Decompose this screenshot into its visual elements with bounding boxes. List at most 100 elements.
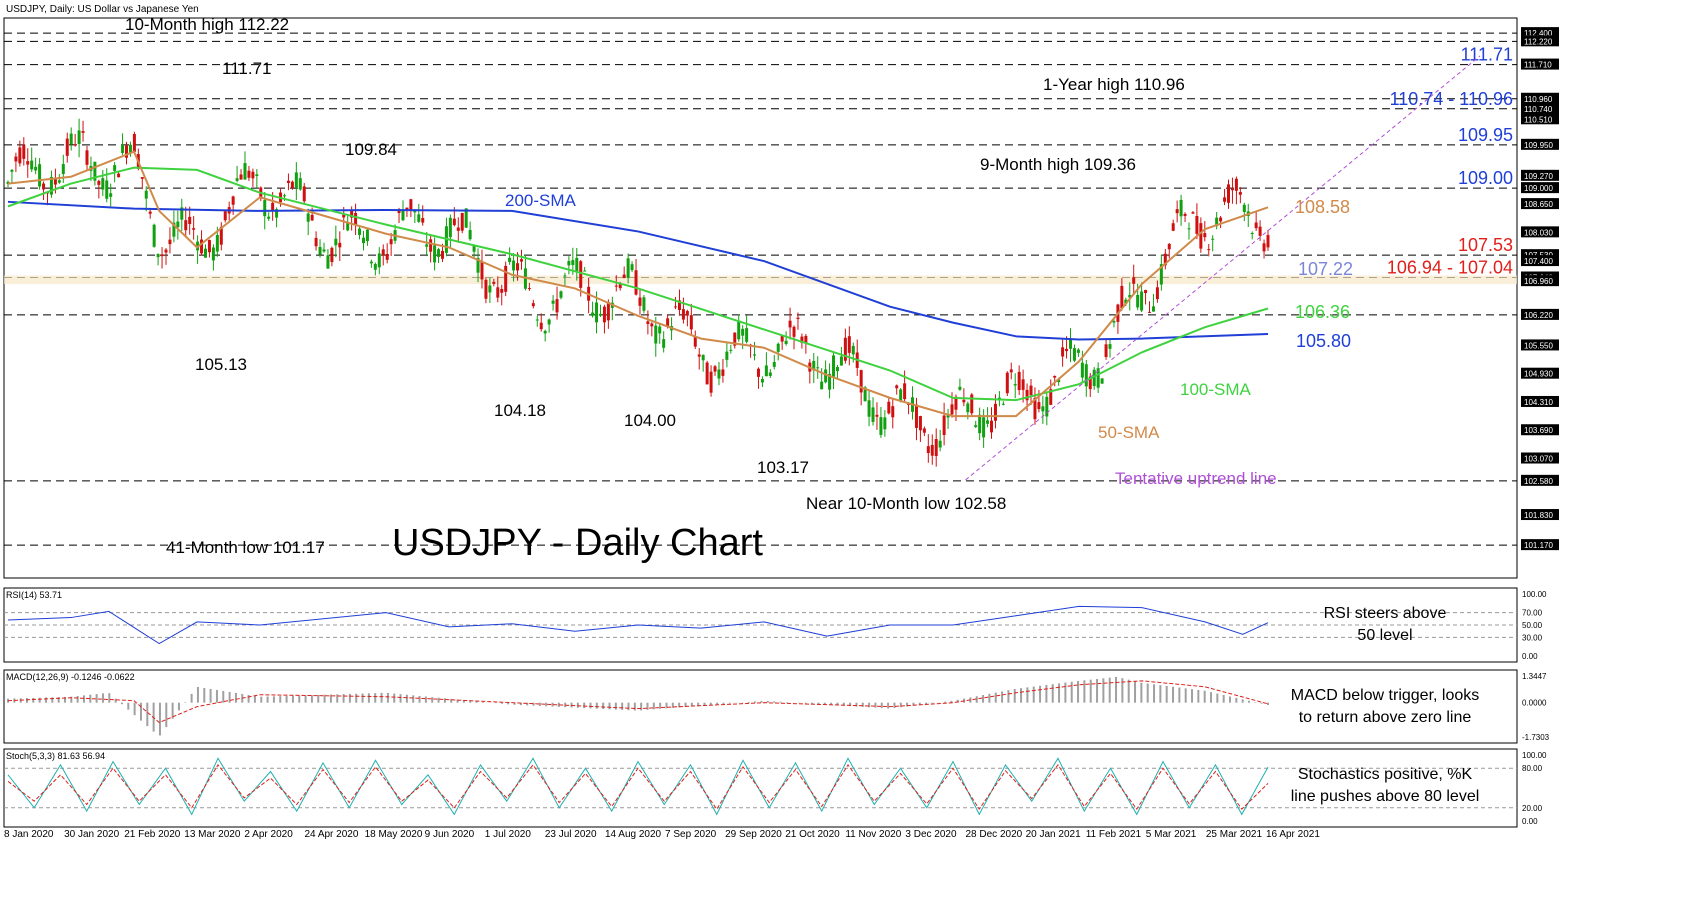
candle-body: [1128, 295, 1132, 298]
candle-body: [634, 270, 638, 295]
candle-body: [733, 332, 737, 346]
candle-body: [448, 217, 452, 238]
candle-body: [997, 397, 1001, 400]
chart-annotation: 100-SMA: [1180, 380, 1252, 399]
indicator-y-tick: 0.00: [1522, 817, 1538, 826]
candle-body: [433, 245, 437, 263]
candle-body: [1136, 295, 1140, 308]
candle-body: [1199, 223, 1203, 249]
candle-body: [361, 237, 365, 244]
candle-body: [780, 335, 784, 342]
candle-body: [109, 193, 113, 197]
chart-annotation: 103.17: [757, 458, 809, 477]
y-tick-label: 105.550: [1524, 341, 1553, 350]
y-tick-box: [1521, 424, 1559, 436]
candle-body: [847, 336, 851, 353]
indicator-y-tick: 20.00: [1522, 804, 1543, 813]
candle-body: [776, 343, 780, 352]
y-tick-box: [1521, 339, 1559, 351]
candle-body: [1080, 362, 1084, 378]
tentative-uptrend-line: [965, 55, 1481, 481]
candle-body: [571, 260, 575, 265]
candle-body: [1195, 215, 1199, 234]
candle-body: [591, 312, 595, 316]
candle-body: [713, 366, 717, 372]
candle-body: [602, 306, 606, 323]
y-tick-box: [1521, 308, 1559, 320]
candle-body: [401, 210, 405, 221]
candle-body: [938, 440, 942, 448]
candle-body: [251, 171, 255, 179]
y-tick-box: [1521, 92, 1559, 104]
y-tick-box: [1521, 102, 1559, 114]
candle-body: [73, 144, 77, 146]
candle-body: [468, 229, 472, 240]
candle-body: [460, 212, 464, 231]
candle-body: [642, 297, 646, 311]
candle-body: [239, 174, 243, 180]
candle-body: [986, 420, 990, 424]
candle-body: [172, 222, 176, 237]
candle-body: [365, 229, 369, 242]
candle-body: [255, 174, 259, 177]
candle-body: [1238, 192, 1242, 195]
indicator-y-tick: 0.00: [1522, 652, 1538, 661]
candle-body: [531, 303, 535, 307]
candle-body: [1017, 371, 1021, 391]
candle-body: [389, 239, 393, 245]
candle-body: [567, 261, 571, 266]
candle-body: [192, 228, 196, 230]
candle-body: [346, 222, 350, 231]
candle-body: [61, 164, 65, 175]
candle-body: [922, 428, 926, 433]
indicator-header: MACD(12,26,9) -0.1246 -0.0622: [6, 672, 135, 682]
candle-body: [899, 389, 903, 402]
candle-body: [1171, 223, 1175, 231]
candle-body: [176, 221, 180, 228]
candle-body: [539, 322, 543, 330]
candle-body: [978, 414, 982, 434]
candle-body: [152, 224, 156, 247]
candle-body: [49, 176, 53, 195]
indicator-y-tick: 100.00: [1522, 751, 1547, 760]
x-date-label: 11 Feb 2021: [1086, 829, 1142, 840]
indicator-panel-frame: [3, 669, 1518, 744]
candle-body: [215, 235, 219, 252]
candle-body: [377, 253, 381, 268]
candle-body: [962, 399, 966, 403]
price-panel-frame: [3, 17, 1518, 579]
candle-body: [1104, 344, 1108, 357]
candle-body: [527, 288, 531, 290]
sma-line-50-sma: [7, 150, 1269, 418]
y-tick-box: [1521, 138, 1559, 150]
chart-annotation: 200-SMA: [505, 191, 577, 210]
candle-body: [322, 249, 326, 252]
candle-body: [437, 249, 441, 257]
x-date-label: 13 Mar 2020: [184, 829, 241, 840]
candle-body: [69, 133, 73, 145]
candle-body: [954, 396, 958, 410]
candle-body: [1262, 243, 1266, 252]
y-tick-label: 104.310: [1524, 398, 1553, 407]
candle-body: [464, 208, 468, 228]
candle-body: [697, 354, 701, 357]
y-tick-label: 103.070: [1524, 455, 1553, 464]
candle-body: [1037, 402, 1041, 410]
candle-body: [128, 144, 132, 153]
chart-annotation: 50-SMA: [1098, 423, 1160, 442]
candle-body: [1045, 396, 1049, 417]
candle-body: [231, 196, 235, 205]
x-date-label: 18 May 2020: [365, 829, 423, 840]
candle-body: [101, 178, 105, 190]
candle-body: [1021, 379, 1025, 390]
candle-body: [784, 340, 788, 345]
x-date-label: 1 Jul 2020: [485, 829, 532, 840]
candle-body: [144, 190, 148, 199]
candle-body: [496, 287, 500, 298]
candle-body: [875, 414, 879, 417]
sma-line-200-sma: [7, 200, 1269, 341]
candle-body: [219, 226, 223, 245]
candle-body: [373, 263, 377, 270]
candle-body: [974, 425, 978, 428]
